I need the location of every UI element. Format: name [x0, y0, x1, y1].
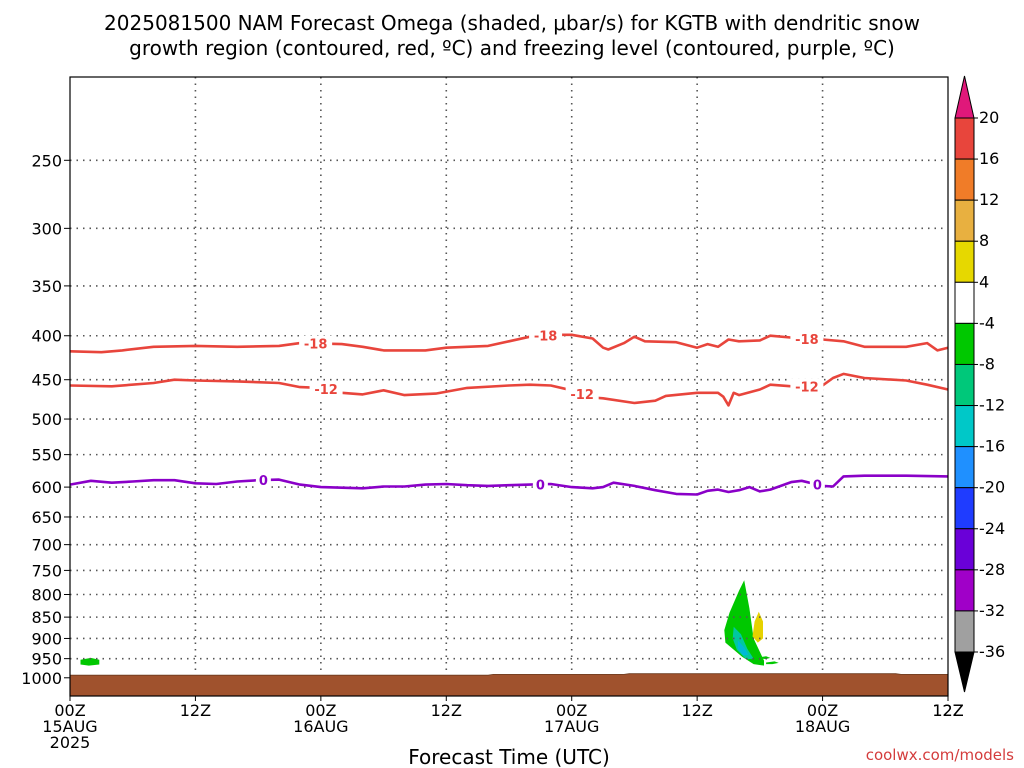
x-tick-label: 16AUG	[293, 717, 348, 736]
y-tick-label: 300	[31, 219, 62, 238]
colorbar-segment	[954, 363, 975, 407]
colorbar-label: -16	[979, 437, 1005, 456]
contour-label: -12	[570, 388, 594, 403]
omega-shaded-area-4	[752, 611, 763, 643]
contour-label-bg	[255, 472, 271, 489]
y-tick-label: 750	[31, 561, 62, 580]
y-tick-label: 500	[31, 410, 62, 429]
y-tick-label: 650	[31, 508, 62, 527]
colorbar-segment	[954, 199, 975, 242]
x-tick-label: 18AUG	[795, 717, 850, 736]
colorbar-segment	[954, 446, 975, 489]
chart-title-line-2: growth region (contoured, red, ºC) and f…	[129, 36, 895, 60]
colorbar-segment	[954, 487, 975, 530]
colorbar-segment	[954, 528, 975, 571]
y-tick-label: 600	[31, 478, 62, 497]
contour-label: -18	[795, 333, 819, 348]
credit-text: coolwx.com/models	[866, 746, 1014, 764]
contour-label-bg	[790, 330, 824, 347]
colorbar-bottom-arrow	[954, 651, 975, 693]
colorbar-segment	[954, 281, 975, 324]
y-tick-label: 350	[31, 277, 62, 296]
contour-label-bg	[565, 385, 599, 402]
y-tick-label: 950	[31, 650, 62, 669]
x-tick-label: 17AUG	[544, 717, 599, 736]
colorbar-label: 4	[979, 272, 989, 291]
x-tick-label: 15AUG	[42, 717, 97, 736]
colorbar-segment	[954, 117, 975, 160]
x-tick-label: 00Z	[305, 701, 336, 720]
contour-label-bg	[532, 476, 548, 493]
y-axis: 250 300 350 400 450 500 550 600 650 700 750 800 850 9…	[21, 151, 70, 688]
contour-label: -18	[534, 329, 558, 344]
colorbar-label: 16	[979, 149, 999, 168]
colorbar-label: -4	[979, 313, 995, 332]
freezing-level-contour-line	[69, 474, 949, 496]
contour-label-bg	[299, 335, 333, 352]
contour-label: -12	[314, 383, 338, 398]
y-tick-label: 700	[31, 536, 62, 555]
contour-label: -12	[795, 381, 819, 396]
colorbar-label: 20	[979, 108, 999, 127]
omega-shaded-area-1	[724, 580, 764, 666]
contour-label-bg	[790, 378, 824, 395]
colorbar-segment	[954, 610, 975, 653]
colorbar-top-arrow	[954, 75, 975, 119]
colorbar-label: -20	[979, 478, 1005, 497]
colorbar-segment	[954, 158, 975, 201]
y-tick-label: 550	[31, 446, 62, 465]
x-tick-label: 12Z	[932, 701, 963, 720]
y-tick-label: 850	[31, 608, 62, 627]
y-tick-label: 400	[31, 327, 62, 346]
y-tick-label: 800	[31, 585, 62, 604]
omega-shaded-area-2	[732, 626, 754, 660]
x-tick-label: 12Z	[681, 701, 712, 720]
colorbar-label: -36	[979, 642, 1005, 661]
omega-shaded-area-0	[80, 657, 100, 666]
omega-shaded-area-5	[759, 656, 771, 659]
x-tick-label: 12Z	[932, 701, 963, 720]
omega-colorbar: 20 16 12 8 4 -4 -8 -12 -16 -20 -24 -28 -32 -36	[954, 75, 1005, 693]
plot-frame	[69, 76, 949, 697]
contour-label-bg	[309, 381, 343, 398]
colorbar-segment	[954, 322, 975, 365]
x-tick-label: 00Z	[807, 701, 838, 720]
colorbar-label: -24	[979, 519, 1005, 538]
terrain-ground	[69, 673, 949, 697]
y-tick-label: 450	[31, 371, 62, 390]
x-tick-label: 12Z	[180, 701, 211, 720]
contour-label: 0	[259, 474, 268, 489]
colorbar-label: -28	[979, 560, 1005, 579]
omega-shaded-area-6	[766, 661, 779, 665]
x-tick-label: 00Z	[556, 701, 587, 720]
colorbar-label: -12	[979, 396, 1005, 415]
contour-label-bg	[529, 327, 563, 344]
colorbar-segment	[954, 405, 975, 448]
x-tick-label: 12Z	[431, 701, 462, 720]
contour-label: -18	[304, 337, 328, 352]
y-tick-label: 900	[31, 629, 62, 648]
x-tick-label: 2025	[50, 733, 91, 752]
x-tick-label: 00Z	[54, 701, 85, 720]
y-tick-label: 1000	[21, 669, 62, 688]
contour-label: 0	[536, 478, 545, 493]
chart-title-line-1: 2025081500 NAM Forecast Omega (shaded, μ…	[104, 11, 920, 35]
plot-area: -18 -18 -18 -12 -12 -12 0 0 0	[69, 76, 949, 697]
colorbar-label: -8	[979, 354, 995, 373]
colorbar-segment	[954, 240, 975, 283]
contour-label-bg	[809, 476, 825, 493]
y-tick-label: 250	[31, 151, 62, 170]
omega-shaded-area-3	[737, 640, 749, 656]
colorbar-label: 12	[979, 190, 999, 209]
colorbar-segment	[954, 569, 975, 612]
x-axis-label: Forecast Time (UTC)	[408, 745, 610, 768]
contour-label: 0	[813, 479, 822, 494]
colorbar-label: 8	[979, 231, 989, 250]
colorbar-label: -32	[979, 601, 1005, 620]
